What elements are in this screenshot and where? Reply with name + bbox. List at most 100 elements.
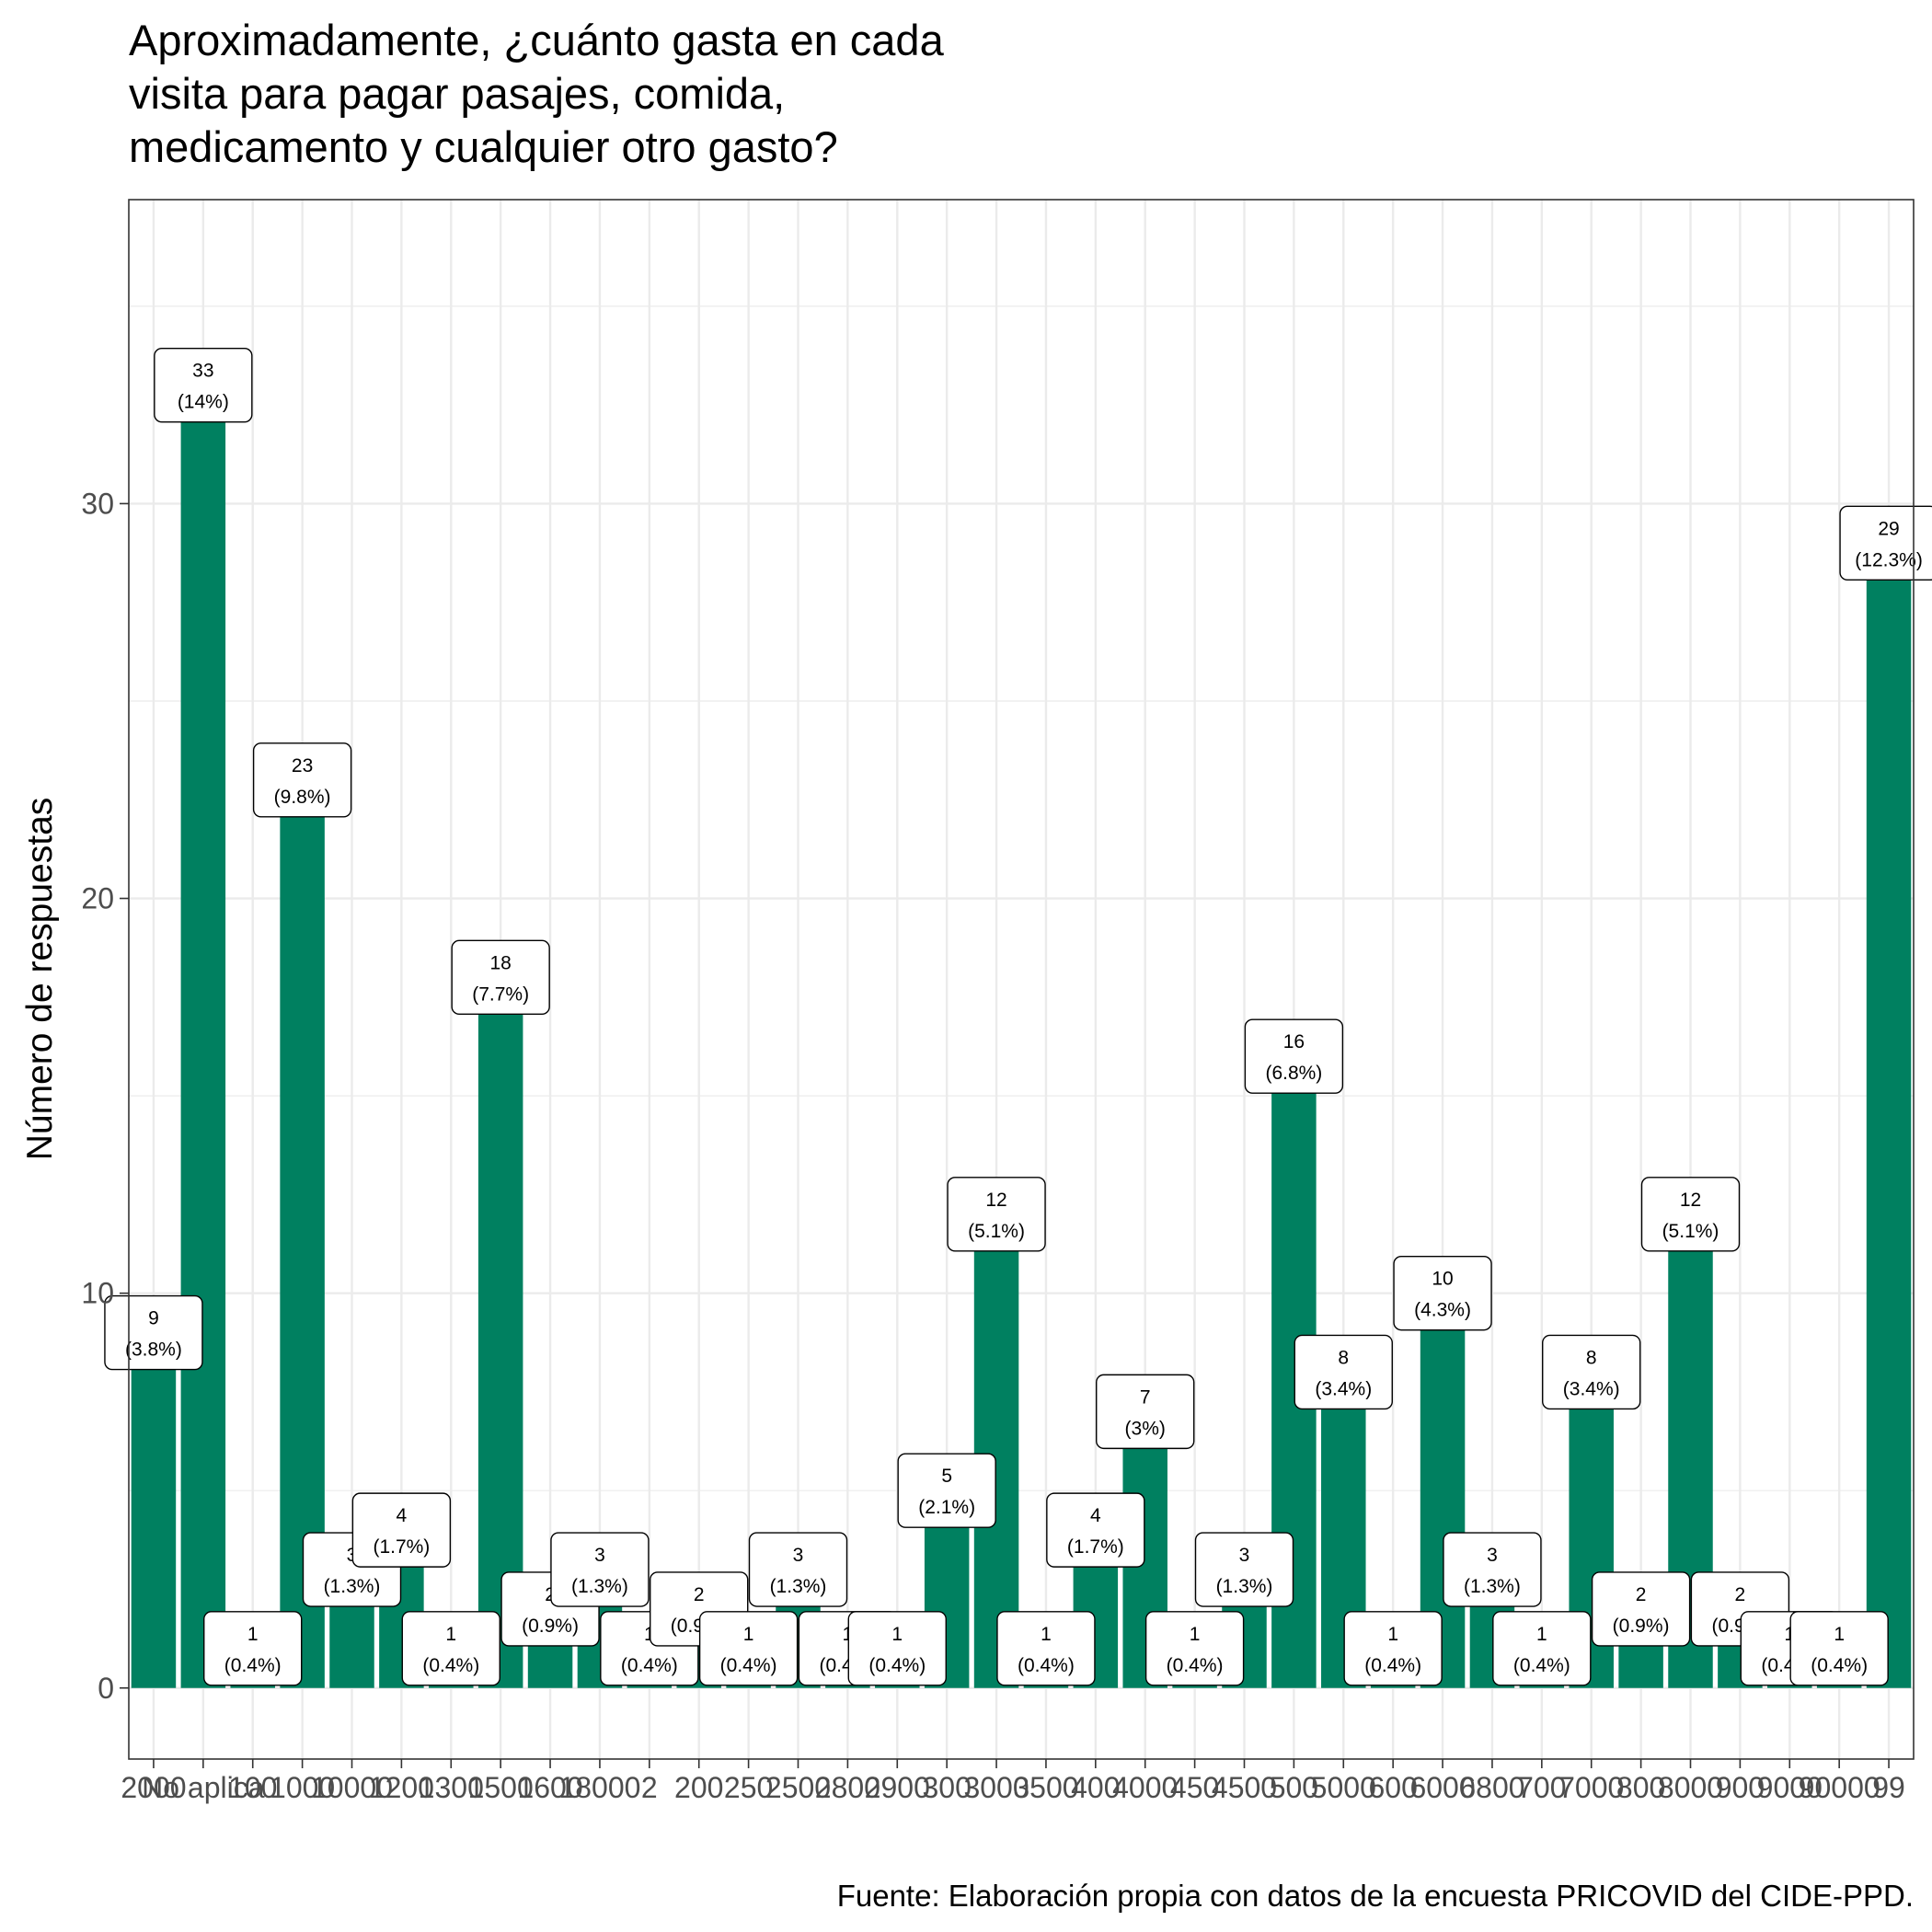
data-label-percent: (4.3%)	[1414, 1300, 1471, 1321]
x-tick-label: 200	[674, 1771, 723, 1804]
data-label-count: 3	[594, 1545, 605, 1566]
x-tick-label: 10000	[311, 1771, 393, 1804]
data-label-box	[847, 1611, 947, 1686]
data-label-box	[1046, 1492, 1145, 1568]
data-label: 1 (0.4%)	[1789, 1611, 1889, 1686]
data-label-count: 8	[1586, 1347, 1597, 1368]
x-tick-label: 1600	[517, 1771, 582, 1804]
data-label: 7 (3%)	[1096, 1374, 1195, 1450]
data-label: 8 (3.4%)	[1542, 1334, 1641, 1410]
data-labels: 9(3.8%)33(14%)1(0.4%)23(9.8%)3(1.3%)4(1.…	[104, 347, 1932, 1686]
data-label-percent: (1.3%)	[1464, 1576, 1521, 1597]
data-label-count: 4	[1090, 1505, 1101, 1526]
data-label-box	[1640, 1177, 1741, 1252]
data-label-percent: (5.1%)	[1662, 1221, 1719, 1242]
x-tick-label: 4000	[1112, 1771, 1178, 1804]
data-label-percent: (12.3%)	[1855, 549, 1923, 570]
data-label-box	[1839, 505, 1932, 581]
data-label-percent: (3.8%)	[125, 1340, 182, 1361]
data-label-percent: (0.4%)	[1811, 1655, 1868, 1676]
data-label-box	[1393, 1255, 1492, 1331]
data-label: 3 (1.3%)	[1194, 1532, 1294, 1607]
x-tick-label: 2	[641, 1771, 658, 1804]
data-label-box	[1492, 1611, 1592, 1686]
data-label-count: 2	[545, 1584, 556, 1605]
data-label-count: 1	[644, 1624, 655, 1645]
caption: Fuente: Elaboración propia con datos de …	[837, 1879, 1914, 1913]
chart-title: Aproximadamente, ¿cuánto gasta en cada v…	[129, 16, 945, 171]
x-tick-label: 99	[1872, 1771, 1905, 1804]
data-label-count: 3	[1487, 1545, 1498, 1566]
data-label-box	[1144, 1611, 1245, 1686]
data-label-box	[351, 1492, 452, 1568]
y-tick-label: 20	[81, 882, 114, 915]
data-label-percent: (1.3%)	[571, 1576, 628, 1597]
data-label-box	[1591, 1571, 1691, 1647]
x-tick-label: 1300	[419, 1771, 484, 1804]
data-label-percent: (1.7%)	[373, 1536, 430, 1558]
data-label-count: 2	[694, 1584, 705, 1605]
data-label-count: 1	[1190, 1624, 1201, 1645]
bar	[131, 1332, 177, 1688]
data-label-percent: (0.4%)	[1364, 1655, 1421, 1676]
data-label-percent: (3.4%)	[1315, 1378, 1372, 1399]
data-label: 1 (0.4%)	[401, 1611, 500, 1686]
title-line-3: medicamento y cualquier otro gasto?	[129, 122, 838, 171]
data-label-box	[1343, 1611, 1443, 1686]
data-label: 12 (5.1%)	[947, 1177, 1046, 1252]
data-label-box	[1294, 1334, 1393, 1410]
x-tick-label: 3000	[963, 1771, 1029, 1804]
data-label: 29 (12.3%)	[1839, 505, 1932, 581]
data-label-count: 2	[1636, 1584, 1647, 1605]
data-label-box	[451, 939, 550, 1016]
data-label: 5 (2.1%)	[897, 1453, 996, 1528]
bar	[477, 977, 523, 1688]
x-tick-label: 6000	[1409, 1771, 1475, 1804]
data-label-percent: (0.9%)	[522, 1616, 579, 1637]
data-label-box	[154, 347, 253, 423]
data-label-count: 3	[1239, 1545, 1250, 1566]
data-label-box	[203, 1611, 303, 1686]
x-tick-label: 6800	[1459, 1771, 1524, 1804]
x-tick-label: 9000	[1757, 1771, 1823, 1804]
data-label: 8 (3.4%)	[1294, 1334, 1393, 1410]
data-label: 4 (1.7%)	[351, 1492, 452, 1568]
data-label-count: 23	[292, 755, 313, 776]
y-axis-label: Número de respuestas	[20, 798, 60, 1161]
data-label-count: 12	[1680, 1190, 1701, 1211]
data-label-count: 9	[148, 1308, 159, 1329]
data-label: 2 (0.9%)	[1591, 1571, 1691, 1647]
data-label-count: 4	[397, 1505, 408, 1526]
bar	[973, 1213, 1019, 1688]
data-label: 16 (6.8%)	[1244, 1018, 1344, 1094]
data-label-box	[1443, 1532, 1542, 1607]
x-tick-label: 3500	[1013, 1771, 1078, 1804]
data-label-box	[1194, 1532, 1294, 1607]
x-tick-label: 7000	[1558, 1771, 1624, 1804]
data-label-percent: (0.4%)	[1167, 1655, 1224, 1676]
data-label-percent: (1.3%)	[324, 1576, 381, 1597]
data-label: 1 (0.4%)	[203, 1611, 303, 1686]
data-label: 1 (0.4%)	[698, 1611, 799, 1686]
x-tick-label: 1500	[468, 1771, 534, 1804]
x-tick-label: 2500	[765, 1771, 831, 1804]
data-label-percent: (9.8%)	[274, 787, 331, 808]
data-label-box	[1789, 1611, 1889, 1686]
x-tick-label: 2000	[121, 1771, 186, 1804]
data-label-count: 3	[347, 1545, 358, 1566]
data-label-box	[1244, 1018, 1344, 1094]
data-label-count: 7	[1140, 1386, 1151, 1408]
data-label-count: 8	[1338, 1347, 1349, 1368]
x-tick-label: No aplica	[142, 1771, 265, 1804]
data-label-percent: (1.3%)	[770, 1576, 827, 1597]
bar	[180, 385, 226, 1688]
data-label-count: 18	[489, 952, 511, 973]
data-label-percent: (0.4%)	[868, 1655, 926, 1676]
data-label-count: 1	[843, 1624, 854, 1645]
data-label-count: 29	[1878, 518, 1899, 539]
data-label-box	[748, 1532, 848, 1607]
data-label-count: 16	[1283, 1031, 1305, 1052]
x-tick-label: 300	[922, 1771, 971, 1804]
x-tick-label: 100	[228, 1771, 277, 1804]
